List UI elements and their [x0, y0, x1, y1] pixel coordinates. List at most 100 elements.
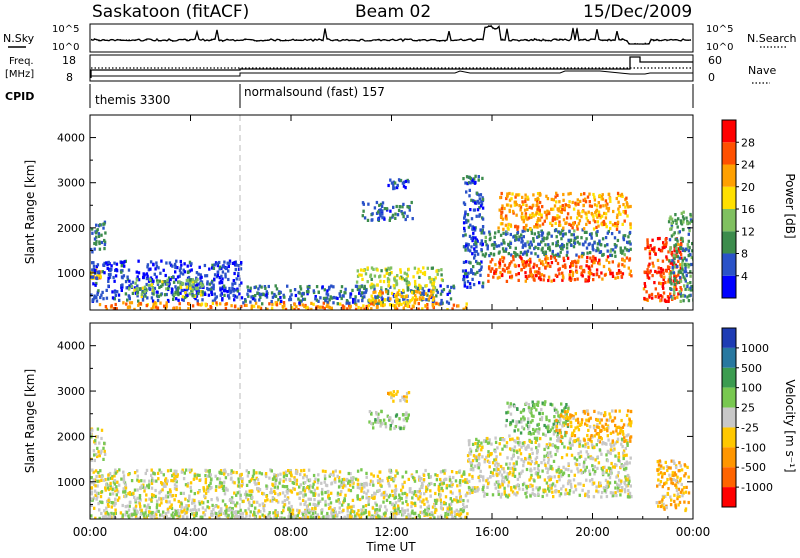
velocity-cell — [287, 469, 289, 472]
velocity-cell — [210, 498, 212, 501]
velocity-cell — [249, 504, 251, 507]
power-cell — [250, 287, 252, 290]
velocity-cell — [124, 490, 126, 493]
velocity-cell — [462, 499, 464, 502]
velocity-cell — [91, 491, 93, 494]
velocity-cell — [248, 518, 250, 521]
power-cell — [623, 265, 625, 268]
power-cell — [644, 247, 646, 250]
power-cell — [544, 220, 546, 223]
velocity-cell — [440, 499, 442, 502]
power-cell — [418, 284, 420, 287]
velocity-cell — [458, 489, 460, 492]
velocity-cell — [107, 499, 109, 502]
velocity-cell — [499, 438, 501, 441]
power-cell — [544, 258, 546, 261]
power-cell — [509, 210, 511, 213]
power-cell — [344, 291, 346, 294]
power-cell — [419, 291, 421, 294]
velocity-cell — [135, 505, 137, 508]
power-cell — [295, 294, 297, 297]
power-cell — [683, 217, 685, 220]
velocity-cell — [623, 468, 625, 471]
velocity-cell — [408, 391, 410, 394]
velocity-cell — [309, 503, 311, 506]
power-cell — [262, 293, 264, 296]
velocity-cell — [217, 498, 219, 501]
velocity-cell — [205, 481, 207, 484]
power-cell — [609, 272, 611, 275]
power-cell — [475, 245, 477, 248]
velocity-cell — [412, 502, 414, 505]
velocity-cell — [114, 479, 116, 482]
power-cell — [467, 280, 469, 283]
velocity-cell — [421, 486, 423, 489]
power-cell — [622, 258, 624, 261]
velocity-cell — [503, 445, 505, 448]
velocity-cell — [193, 499, 195, 502]
velocity-cell — [324, 500, 326, 503]
power-cell — [481, 239, 483, 242]
velocity-cell — [384, 422, 386, 425]
power-cell — [553, 279, 555, 282]
velocity-cell — [107, 503, 109, 506]
power-cell — [215, 301, 217, 304]
power-cell — [103, 247, 105, 250]
power-cell — [160, 260, 162, 263]
power-cell — [685, 217, 687, 220]
power-cell — [200, 293, 202, 296]
velocity-cell — [233, 481, 235, 484]
power-cell — [604, 244, 606, 247]
velocity-cell — [357, 478, 359, 481]
power-cell — [510, 233, 512, 236]
velocity-cell — [158, 491, 160, 494]
power-cell — [574, 260, 576, 263]
power-cell — [539, 224, 541, 227]
velocity-cell — [151, 487, 153, 490]
power-cell — [566, 243, 568, 246]
velocity-cell — [223, 481, 225, 484]
velocity-cell — [290, 489, 292, 492]
power-cell — [350, 292, 352, 295]
velocity-cell — [114, 509, 116, 512]
velocity-cell — [537, 449, 539, 452]
power-cell — [340, 290, 342, 293]
velocity-cell — [363, 491, 365, 494]
power-cell — [257, 287, 259, 290]
velocity-cell — [488, 441, 490, 444]
power-cell — [432, 290, 434, 293]
power-cell — [388, 284, 390, 287]
power-cell — [596, 273, 598, 276]
power-cell — [357, 306, 359, 309]
power-cell — [326, 305, 328, 308]
power-cell — [173, 281, 175, 284]
velocity-cell — [237, 477, 239, 480]
power-cell — [490, 260, 492, 263]
velocity-cell — [414, 502, 416, 505]
velocity-cell — [241, 484, 243, 487]
power-cell — [427, 267, 429, 270]
power-cell — [526, 260, 528, 263]
power-cell — [680, 300, 682, 303]
power-cell — [414, 301, 416, 304]
power-cell — [664, 299, 666, 302]
velocity-cell — [266, 498, 268, 501]
velocity-cell — [250, 510, 252, 513]
power-cell — [152, 263, 154, 266]
power-cell — [554, 204, 556, 207]
power-cell — [225, 302, 227, 305]
power-cell — [680, 280, 682, 283]
power-cell — [580, 236, 582, 239]
power-cell — [605, 216, 607, 219]
power-cell — [671, 222, 673, 225]
velocity-cell — [116, 481, 118, 484]
power-cell — [556, 235, 558, 238]
velocity-cell — [210, 478, 212, 481]
velocity-cell — [103, 509, 105, 512]
power-cell — [182, 295, 184, 298]
velocity-cell — [544, 478, 546, 481]
velocity-cell — [456, 509, 458, 512]
power-cell — [614, 255, 616, 258]
power-cell — [626, 248, 628, 251]
power-cell — [123, 265, 125, 268]
